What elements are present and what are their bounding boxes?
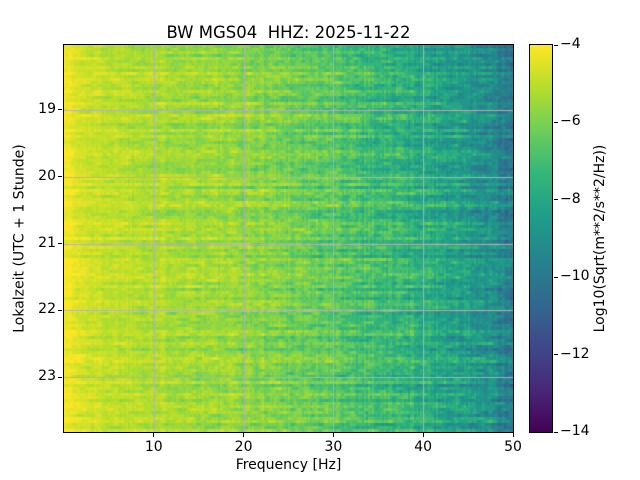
x-tick-label: 30 [324, 439, 343, 455]
x-tick-mark [512, 433, 514, 437]
x-tick-label: 20 [234, 439, 253, 455]
colorbar-tick-mark [554, 276, 558, 278]
colorbar-tick-mark [554, 354, 558, 356]
y-tick-label: 23 [38, 368, 56, 385]
y-tick-mark [58, 176, 62, 178]
colorbar-tick-mark [554, 199, 558, 201]
colorbar-tick-label: −12 [560, 345, 590, 362]
x-tick-mark [332, 433, 334, 437]
x-tick-mark [422, 433, 424, 437]
colorbar-tick-mark [554, 44, 558, 46]
colorbar-tick-mark [554, 121, 558, 123]
x-tick-label: 50 [504, 439, 522, 455]
y-tick-label: 22 [38, 301, 56, 318]
colorbar-tick-label: −4 [560, 36, 581, 52]
plot-area [63, 44, 514, 433]
y-tick-mark [58, 309, 62, 311]
x-tick-mark [153, 433, 155, 437]
colorbar-gradient [530, 45, 552, 432]
chart-title: BW MGS04 HHZ: 2025-11-22 [166, 23, 411, 42]
y-tick-mark [58, 243, 62, 244]
colorbar-tick-label: −8 [560, 190, 581, 207]
spectrogram-heatmap [64, 45, 513, 432]
colorbar [529, 44, 553, 433]
colorbar-tick-label: −6 [560, 113, 581, 130]
colorbar-tick-mark [554, 431, 558, 433]
y-tick-label: 19 [38, 100, 56, 117]
colorbar-tick-label: −10 [560, 268, 590, 285]
x-tick-label: 40 [414, 439, 433, 455]
x-tick-label: 10 [144, 439, 163, 455]
x-tick-mark [243, 433, 245, 437]
y-tick-label: 21 [38, 234, 56, 251]
colorbar-tick-label: −14 [560, 423, 590, 439]
y-tick-mark [58, 109, 62, 111]
x-axis-label: Frequency [Hz] [235, 457, 342, 473]
colorbar-label: Log10(Sqrt(m**2/s**2/Hz)) [592, 144, 608, 333]
y-tick-mark [58, 376, 62, 378]
y-tick-label: 20 [38, 167, 56, 184]
